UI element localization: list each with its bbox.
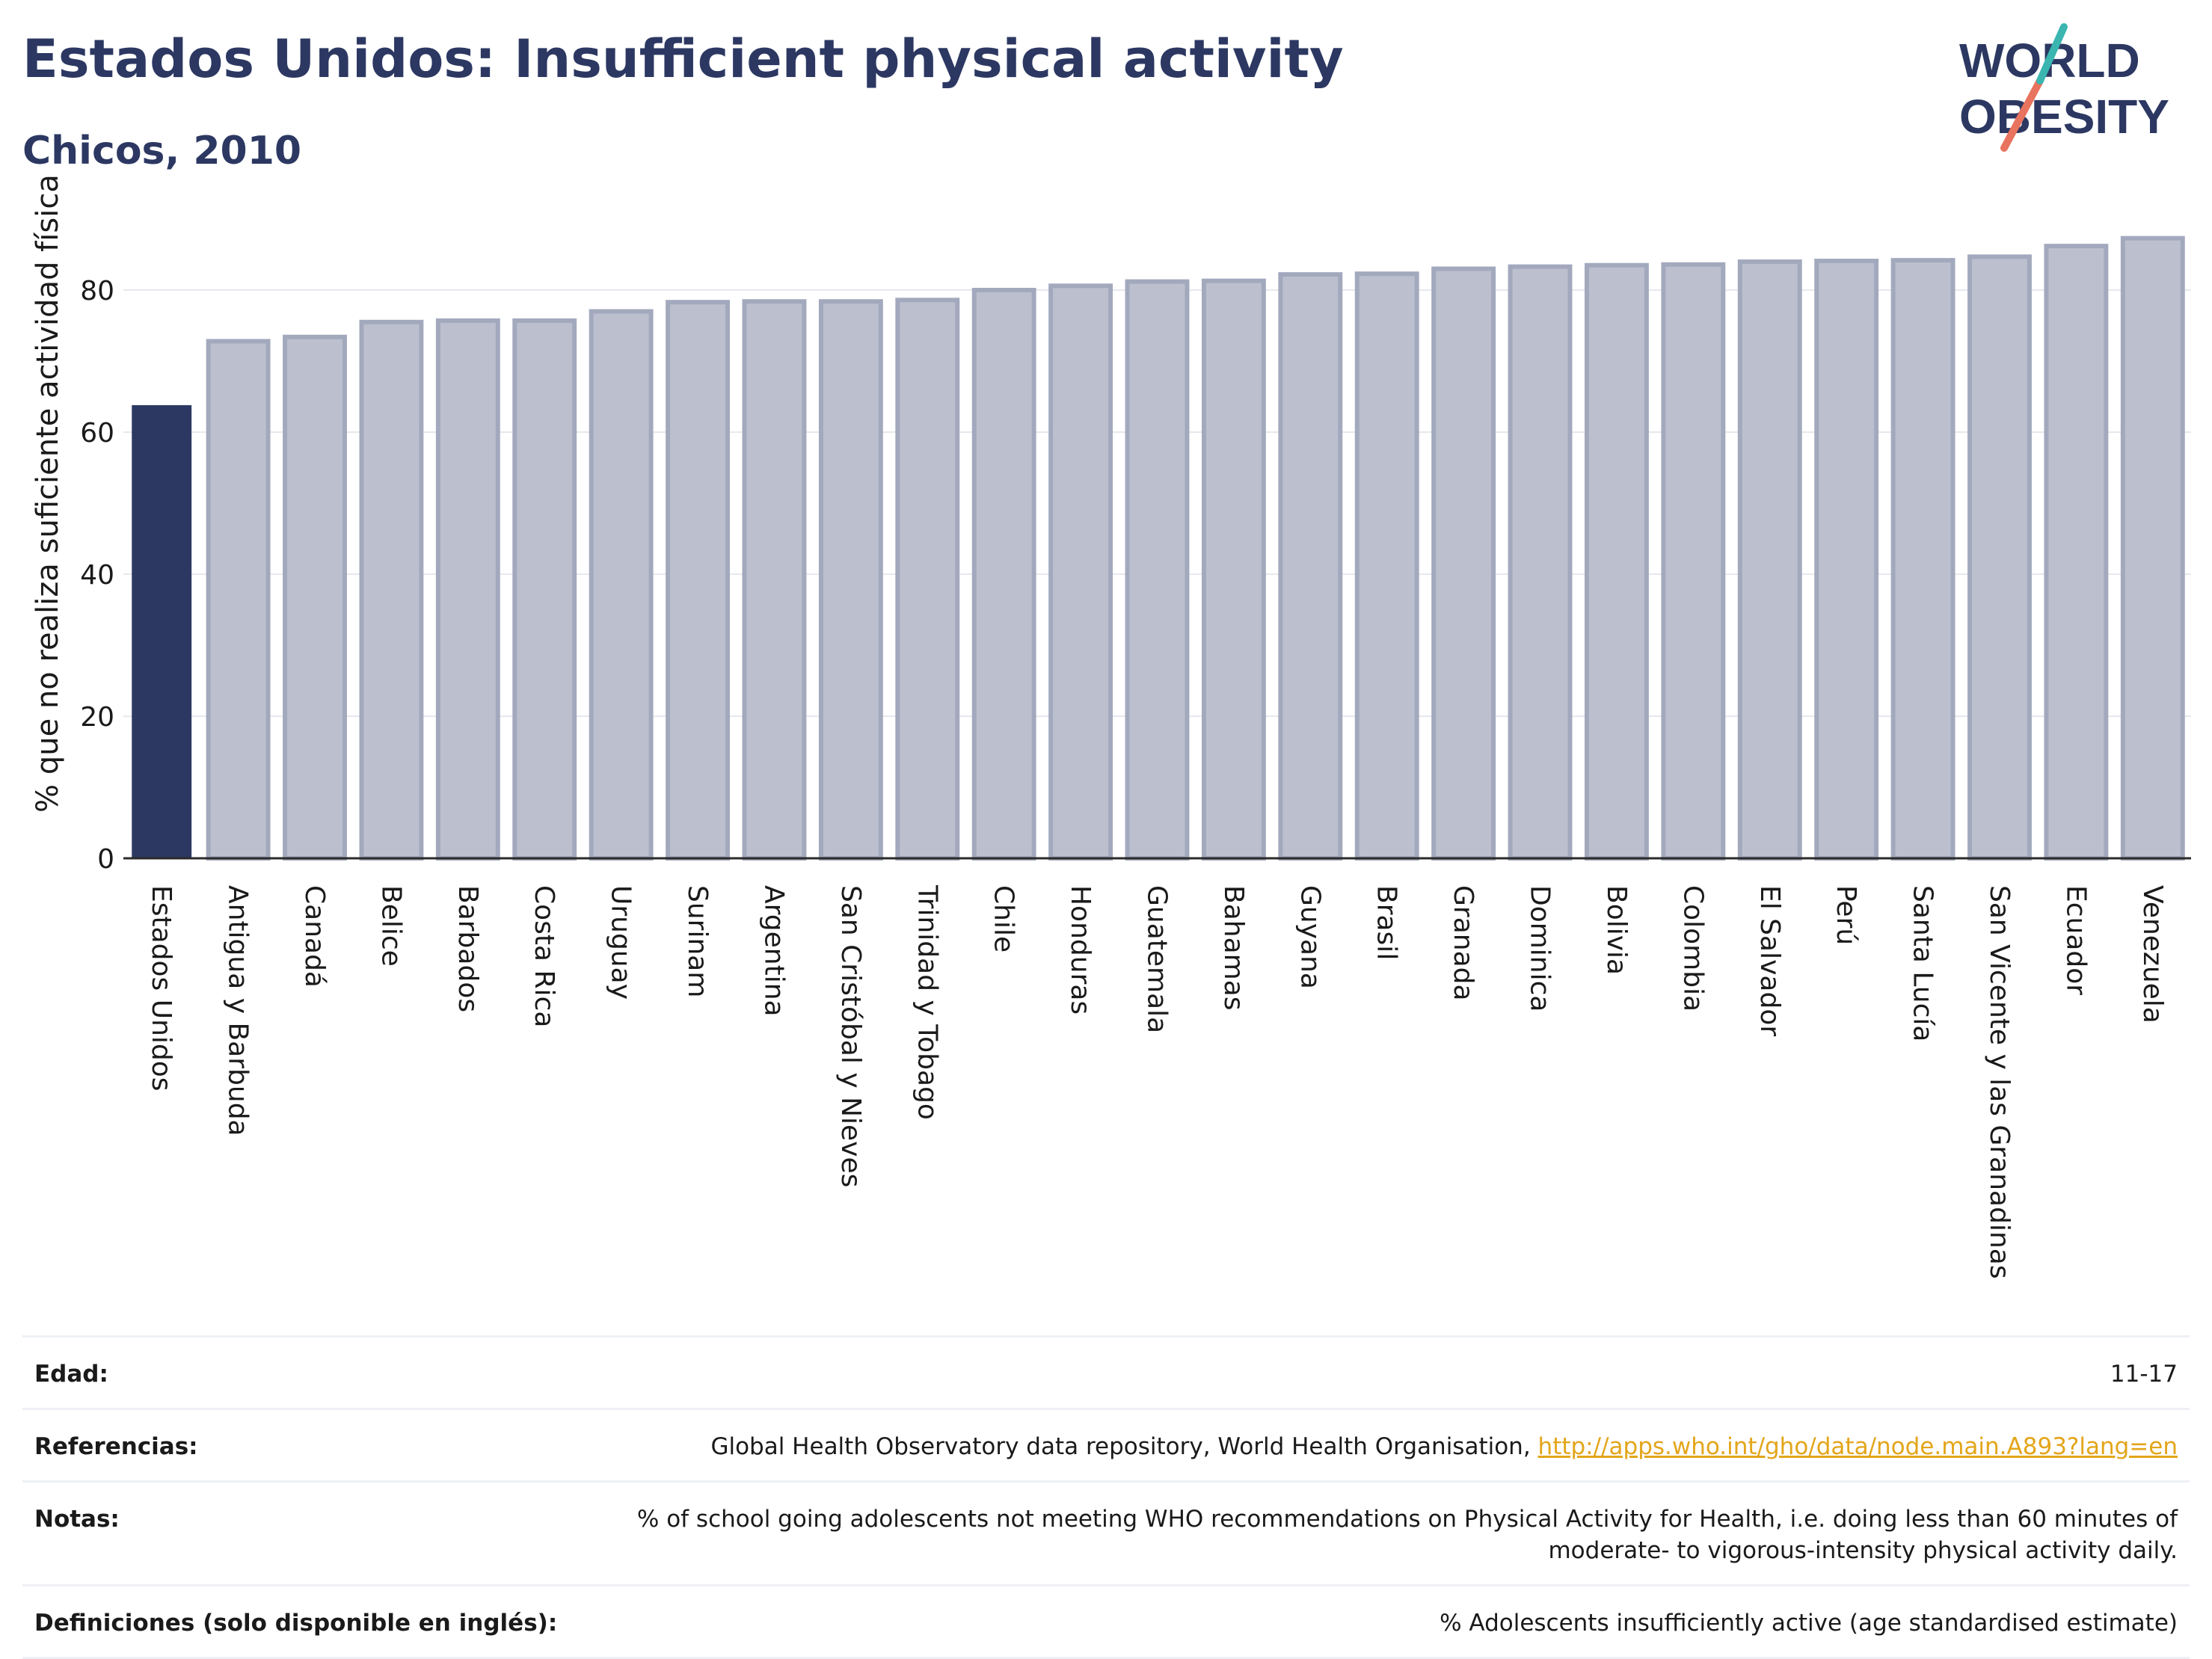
bar	[435, 318, 500, 861]
page-subtitle: Chicos, 2010	[22, 129, 302, 173]
y-tick-labels: 0 20 40 60 80	[80, 276, 114, 875]
y-tick-label: 60	[80, 418, 114, 449]
age-label: Edad:	[34, 1361, 108, 1388]
references-link[interactable]: http://apps.who.int/gho/data/node.main.A…	[1537, 1433, 2178, 1460]
bar	[283, 334, 347, 861]
bar	[742, 299, 807, 861]
logo-line2: OBESITY	[1959, 90, 2169, 144]
x-tick-label: Bolivia	[1601, 885, 1632, 975]
meta-row-notes: Notas: % of school going adolescents not…	[22, 1480, 2190, 1584]
y-axis-label: % que no realiza suficiente actividad fí…	[31, 174, 65, 813]
x-tick-labels: Estados Unidos Antigua y Barbuda Canadá Bel…	[146, 884, 2168, 1279]
notes-value: % of school going adolescents not meetin…	[636, 1506, 2178, 1564]
bar	[1967, 254, 2032, 861]
x-tick-label: Perú	[1831, 885, 1861, 945]
meta-row-references: Referencias: Global Health Observatory d…	[22, 1408, 2190, 1480]
definitions-label: Definiciones (solo disponible en inglés)…	[34, 1610, 558, 1637]
bar	[1890, 258, 1956, 861]
x-tick-label: Chile	[989, 885, 1019, 952]
bar	[1585, 262, 1649, 861]
bar-chart: 0 20 40 60 80 Estados Unidos Antigua y Barbud…	[80, 236, 2191, 1279]
x-tick-label: Dominica	[1525, 885, 1555, 1012]
y-tick-label: 20	[80, 702, 114, 733]
bar	[2120, 236, 2185, 861]
x-tick-label: Guyana	[1294, 885, 1325, 989]
bar	[1508, 264, 1573, 861]
x-tick-label: Venezuela	[2137, 885, 2168, 1024]
x-tick-label: Bahamas	[1218, 885, 1249, 1011]
x-tick-label: Surinam	[682, 885, 713, 997]
references-text: Global Health Observatory data repositor…	[710, 1433, 1538, 1460]
bar	[971, 288, 1036, 861]
x-tick-label: Guatemala	[1142, 885, 1173, 1033]
x-tick-label: Ecuador	[2060, 885, 2091, 995]
bar	[512, 318, 577, 861]
y-tick-label: 0	[97, 844, 114, 875]
bar	[1201, 278, 1266, 861]
x-tick-label: Costa Rica	[529, 885, 559, 1027]
bar	[1125, 279, 1190, 861]
references-label: Referencias:	[34, 1433, 198, 1460]
x-tick-label: Colombia	[1677, 885, 1708, 1012]
bar	[818, 299, 883, 861]
references-value: Global Health Observatory data repositor…	[710, 1431, 2178, 1462]
x-tick-label: Estados Unidos	[146, 885, 176, 1092]
meta-row-age: Edad: 11-17	[22, 1335, 2190, 1408]
bar	[666, 300, 730, 861]
x-tick-label: Brasil	[1371, 885, 1402, 960]
bar	[1431, 266, 1496, 861]
definitions-value: % Adolescents insufficiently active (age…	[1440, 1610, 2178, 1637]
x-tick-label: Honduras	[1065, 885, 1096, 1015]
logo-slash-teal	[2036, 23, 2068, 84]
bar	[895, 298, 960, 861]
bar	[132, 404, 192, 858]
bar	[1737, 259, 1802, 861]
bar	[1661, 262, 1726, 861]
bars	[132, 236, 2185, 861]
x-tick-label: San Vicente y las Granadinas	[1984, 885, 2015, 1279]
y-tick-label: 80	[80, 276, 114, 307]
y-tick-label: 40	[80, 560, 114, 591]
x-tick-label: Belice	[375, 885, 406, 967]
x-tick-label: Argentina	[758, 885, 789, 1017]
x-tick-label: El Salvador	[1754, 885, 1785, 1036]
page-title: Estados Unidos: Insufficient physical ac…	[22, 28, 1344, 90]
logo-slash-coral	[2000, 77, 2044, 152]
bar	[1814, 259, 1879, 861]
metadata-table: Edad: 11-17 Referencias: Global Health O…	[22, 1335, 2190, 1659]
bar	[1354, 271, 1419, 861]
x-tick-label: Antigua y Barbuda	[223, 885, 254, 1136]
bar	[1048, 283, 1113, 861]
bar	[359, 319, 424, 861]
x-tick-label: San Cristóbal y Nieves	[835, 885, 866, 1187]
x-tick-label: Uruguay	[606, 885, 636, 1000]
bar	[589, 309, 654, 861]
x-tick-label: Granada	[1448, 885, 1478, 1001]
meta-row-definitions: Definiciones (solo disponible en inglés)…	[22, 1584, 2190, 1659]
bar	[206, 339, 271, 861]
x-tick-label: Santa Lucía	[1908, 885, 1938, 1041]
world-obesity-logo: WORLD OBESITY	[1959, 23, 2169, 152]
x-tick-label: Barbados	[452, 885, 483, 1012]
bar	[2044, 244, 2109, 861]
notes-label: Notas:	[34, 1506, 120, 1533]
x-tick-label: Trinidad y Tobago	[912, 884, 942, 1120]
x-tick-label: Canadá	[299, 885, 330, 988]
bar	[1278, 272, 1343, 861]
age-value: 11-17	[2110, 1361, 2178, 1388]
